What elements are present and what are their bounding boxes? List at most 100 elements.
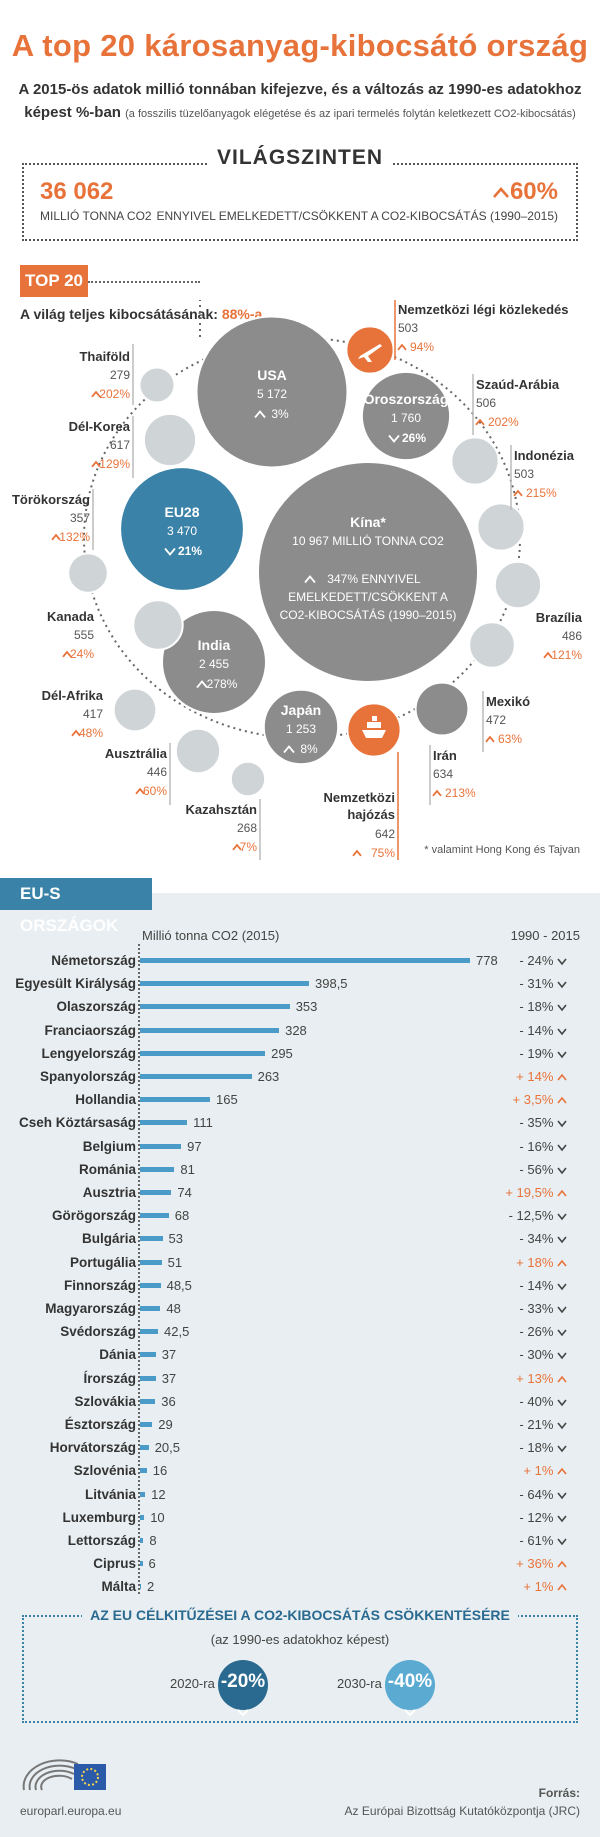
eu-change: + 3,5% xyxy=(513,1091,567,1109)
eu-country-label: Észtország xyxy=(64,1417,136,1432)
bubble-outside-change: 132% xyxy=(59,530,90,544)
bubble-outside-value: 417 xyxy=(83,707,103,721)
arrow-up-icon xyxy=(254,410,266,419)
eu-bar xyxy=(140,958,470,963)
eu-change-value: - 12% xyxy=(519,1509,557,1525)
arrow-up-icon xyxy=(557,1073,567,1081)
eu-country-label: Belgium xyxy=(82,1138,136,1154)
eu-bar-row: Ausztria 74 + 19,5% xyxy=(0,1184,600,1207)
bubble-outside-change: 75% xyxy=(371,846,395,860)
eu-bar-value: 10 xyxy=(150,1509,165,1525)
arrow-down-icon xyxy=(557,981,567,989)
eu-change: - 31% xyxy=(519,975,567,993)
bubble-outside-change: 213% xyxy=(445,786,476,800)
arrow-up-icon xyxy=(432,789,442,797)
arrow-up-icon xyxy=(557,1584,567,1591)
arrow-down-icon xyxy=(557,1120,567,1128)
eu-bar-row: Románia 81 - 56% xyxy=(0,1161,600,1184)
eu-bar-value: 68 xyxy=(174,1208,190,1224)
eu-change: - 12% xyxy=(519,1509,567,1527)
eu-country-label: Szlovákia xyxy=(74,1393,136,1409)
arrow-up-icon xyxy=(557,1189,567,1197)
eu-change: - 26% xyxy=(519,1323,567,1341)
eu-change-value: - 31% xyxy=(519,976,557,992)
eu-change: + 19,5% xyxy=(505,1184,567,1202)
target-2030-value: -40% xyxy=(387,1671,433,1692)
eu-change: - 33% xyxy=(519,1300,567,1318)
arrow-up-icon xyxy=(352,849,362,857)
arrow-up-icon xyxy=(475,418,485,426)
bubble-jap-n xyxy=(262,688,340,766)
arrow-up-icon xyxy=(304,575,316,584)
arrow-down-icon xyxy=(557,1306,567,1314)
eu-bar-value: 29 xyxy=(158,1417,173,1432)
eu-change-value: - 19% xyxy=(519,1045,557,1061)
eu-bar-value: 97 xyxy=(187,1138,202,1154)
bubble-outside-label: Kazahsztán xyxy=(185,802,257,817)
eu-bar xyxy=(140,1398,156,1404)
bubble-outside-label: Törökország xyxy=(12,492,90,507)
eu-bar-value: 16 xyxy=(152,1463,168,1479)
eu-country-label: Svédország xyxy=(60,1324,136,1340)
bubble-d-l-korea xyxy=(142,412,198,468)
target-2020-value: -20% xyxy=(220,1671,266,1692)
eu-country-label: Portugália xyxy=(69,1254,136,1270)
eu-bar-row: Franciaország 328 - 14% xyxy=(0,1022,600,1045)
arrow-down-icon xyxy=(557,1515,567,1523)
world-total-unit: MILLIÓ TONNA CO2 xyxy=(40,209,152,223)
bubble-sza-d-ar-bia xyxy=(450,436,500,486)
arrow-down-icon xyxy=(388,434,400,443)
eu-change-value: + 13% xyxy=(516,1370,557,1386)
site-link[interactable]: europarl.europa.eu xyxy=(20,1804,122,1818)
arrow-down-icon xyxy=(164,547,176,556)
eu-bar-row: Magyarország 48 - 33% xyxy=(0,1300,600,1323)
eu-bar-row: Írország 37 + 13% xyxy=(0,1370,600,1393)
eu-change-value: + 36% xyxy=(516,1556,557,1572)
bubble-change: EMELKEDETT/CSÖKKENT A xyxy=(288,590,448,604)
bubble-kazahszt-n xyxy=(229,760,267,798)
eu-bar xyxy=(140,1491,146,1497)
eu-change-value: - 16% xyxy=(519,1138,557,1154)
eu-bar-value: 37 xyxy=(161,1370,177,1386)
bubble-chart: Kína* 10 967 MILLIÓ TONNA CO2 347% ENNYIVE… xyxy=(12,300,583,860)
eu-bar-value: 165 xyxy=(216,1092,238,1108)
bubble-label: Kína* xyxy=(350,514,386,530)
bubble-outside-value: 279 xyxy=(110,368,130,382)
eu-bar-value: 12 xyxy=(151,1486,166,1502)
target-2020-label: 2020-ra xyxy=(170,1676,215,1691)
eu-bar-value: 74 xyxy=(177,1185,192,1200)
arrow-down-icon xyxy=(557,1004,567,1012)
arrow-up-icon xyxy=(513,489,523,497)
bubble-outside-label: Indonézia xyxy=(514,448,575,463)
eu-change: - 14% xyxy=(519,1022,567,1040)
eu-bar-row: Görögország 68 - 12,5% xyxy=(0,1207,600,1230)
eu-country-label: Ciprus xyxy=(93,1556,136,1572)
bubble-label: EU28 xyxy=(164,504,199,520)
eu-bar-row: Finnország 48,5 - 14% xyxy=(0,1277,600,1300)
eu-change-header: 1990 - 2015 xyxy=(510,928,580,943)
arrow-up-icon xyxy=(91,390,101,398)
eu-country-label: Olaszország xyxy=(56,999,136,1015)
eu-bar-value: 353 xyxy=(295,999,318,1015)
eu-change-value: - 14% xyxy=(519,1277,557,1293)
eu-country-label: Magyarország xyxy=(45,1301,136,1316)
eu-change-value: - 34% xyxy=(519,1231,557,1247)
eu-bar xyxy=(140,1445,149,1451)
eu-bar-row: Spanyolország 263 + 14% xyxy=(0,1068,600,1091)
eu-bar-row: Észtország 29 - 21% xyxy=(0,1416,600,1439)
source-label: Forrás: xyxy=(538,1786,580,1800)
eu-change: - 18% xyxy=(519,998,567,1016)
eu-bar xyxy=(140,981,309,987)
targets-sub: (az 1990-es adatokhoz képest) xyxy=(210,1632,390,1647)
share-text: A világ teljes kibocsátásának: xyxy=(20,306,218,322)
eu-change-value: - 35% xyxy=(519,1115,557,1131)
eu-bar-value: 20,5 xyxy=(154,1440,180,1456)
eu-change-value: + 1% xyxy=(523,1463,557,1479)
arrow-down-icon xyxy=(557,1051,567,1059)
eu-change: + 1% xyxy=(523,1578,567,1596)
eu-change-value: - 18% xyxy=(519,1440,557,1456)
arrow-down-icon xyxy=(218,1690,268,1734)
bubble-change: 8% xyxy=(300,742,318,756)
eu-bar xyxy=(140,1561,143,1567)
eu-change: - 16% xyxy=(519,1138,567,1156)
